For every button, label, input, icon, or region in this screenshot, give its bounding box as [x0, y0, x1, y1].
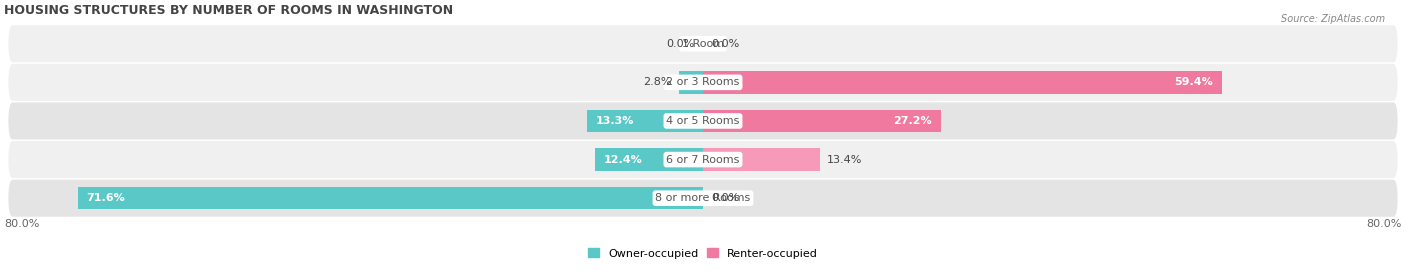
Bar — [703, 71, 1222, 93]
Text: 6 or 7 Rooms: 6 or 7 Rooms — [666, 154, 740, 165]
FancyBboxPatch shape — [8, 64, 1398, 101]
Text: 4 or 5 Rooms: 4 or 5 Rooms — [666, 116, 740, 126]
Text: 0.0%: 0.0% — [666, 39, 695, 49]
Bar — [586, 110, 703, 132]
Text: 27.2%: 27.2% — [893, 116, 932, 126]
Text: 0.0%: 0.0% — [711, 193, 740, 203]
Bar — [595, 148, 703, 171]
Text: 13.3%: 13.3% — [596, 116, 634, 126]
Text: 80.0%: 80.0% — [4, 220, 39, 230]
Text: 12.4%: 12.4% — [603, 154, 643, 165]
FancyBboxPatch shape — [8, 141, 1398, 178]
Bar — [703, 148, 820, 171]
Text: 59.4%: 59.4% — [1174, 77, 1213, 87]
Text: 2 or 3 Rooms: 2 or 3 Rooms — [666, 77, 740, 87]
Bar — [703, 110, 941, 132]
Text: 13.4%: 13.4% — [827, 154, 862, 165]
Text: 0.0%: 0.0% — [711, 39, 740, 49]
Text: 1 Room: 1 Room — [682, 39, 724, 49]
FancyBboxPatch shape — [8, 102, 1398, 140]
Text: 80.0%: 80.0% — [1367, 220, 1402, 230]
Text: 71.6%: 71.6% — [86, 193, 125, 203]
Bar — [679, 71, 703, 93]
Legend: Owner-occupied, Renter-occupied: Owner-occupied, Renter-occupied — [583, 244, 823, 263]
Text: HOUSING STRUCTURES BY NUMBER OF ROOMS IN WASHINGTON: HOUSING STRUCTURES BY NUMBER OF ROOMS IN… — [4, 4, 453, 17]
FancyBboxPatch shape — [8, 25, 1398, 62]
Bar — [77, 187, 703, 209]
Text: 2.8%: 2.8% — [643, 77, 672, 87]
Text: Source: ZipAtlas.com: Source: ZipAtlas.com — [1281, 14, 1385, 23]
Text: 8 or more Rooms: 8 or more Rooms — [655, 193, 751, 203]
FancyBboxPatch shape — [8, 180, 1398, 217]
